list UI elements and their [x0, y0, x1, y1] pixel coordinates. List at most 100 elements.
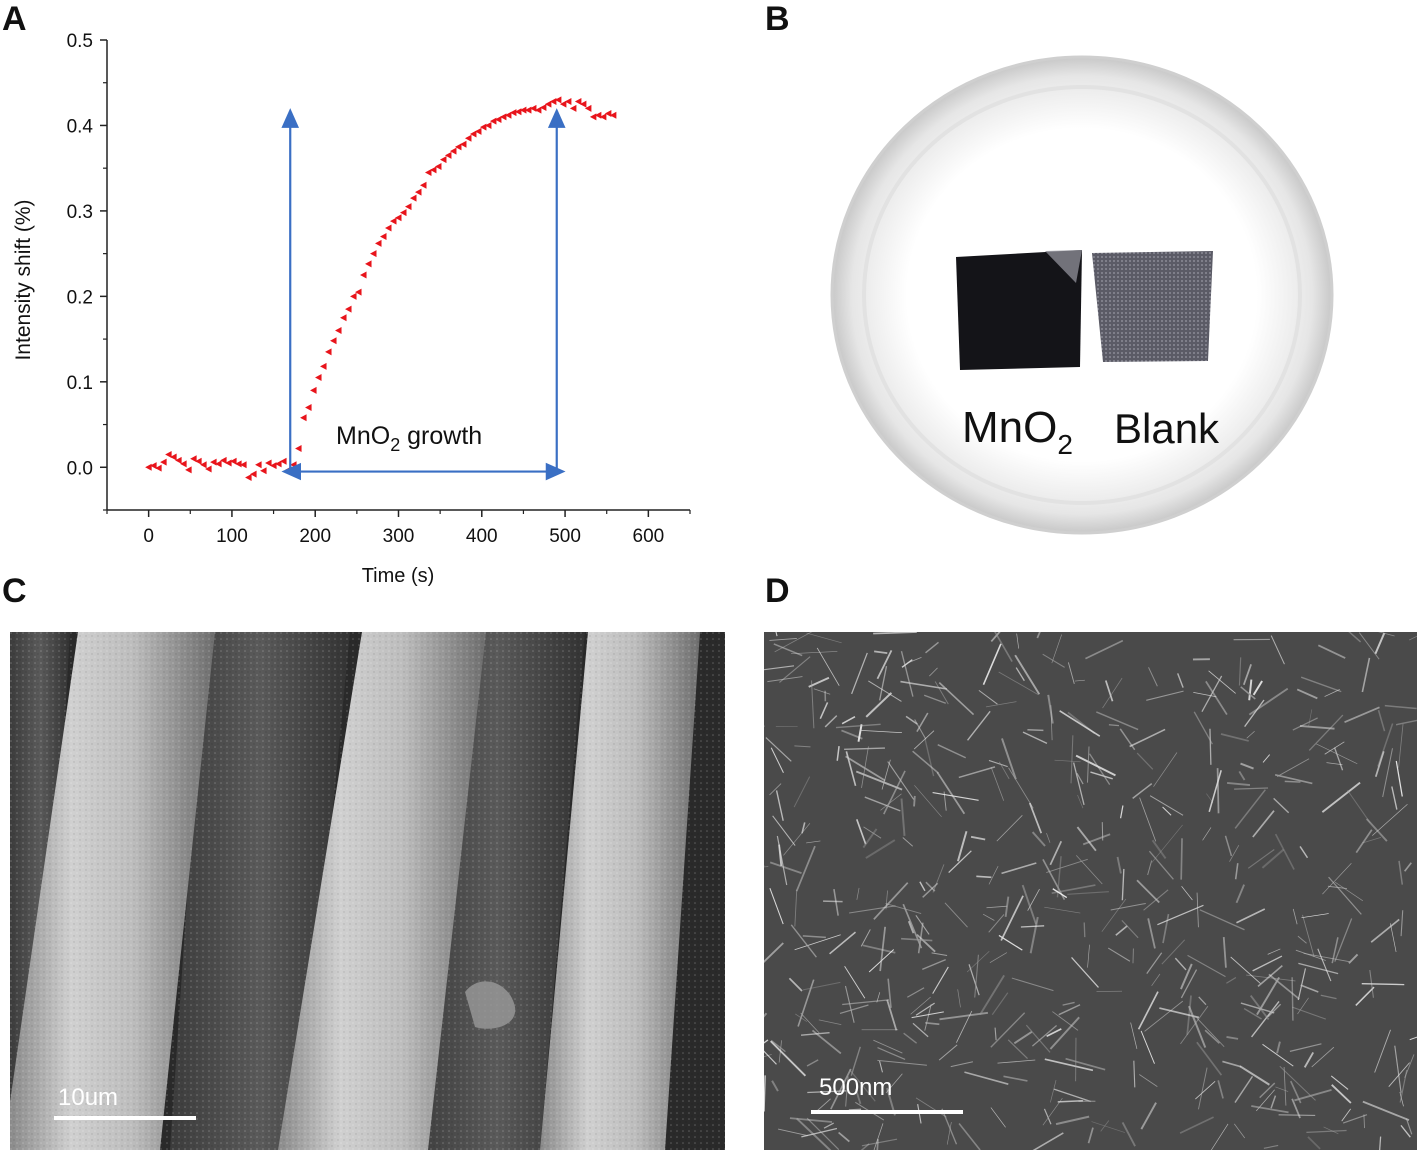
nanosheet-flake [1025, 1024, 1051, 1053]
nanosheet-flake [1027, 888, 1040, 911]
data-point [310, 386, 317, 394]
nanosheet-flake [773, 643, 803, 657]
nanosheet-flake [1399, 1069, 1408, 1103]
nanosheet-flake [1263, 1144, 1279, 1149]
blank-label: Blank [1114, 405, 1220, 452]
nanosheet-flake [1321, 781, 1361, 813]
nanosheet-flake [1297, 997, 1309, 1015]
nanosheet-flake [802, 981, 841, 991]
nanosheet-flake [816, 647, 840, 686]
nanosheet-flake [1147, 860, 1153, 876]
nanosheet-flake [988, 866, 999, 885]
nanosheet-flake [765, 737, 792, 762]
nanosheet-flake [1077, 794, 1084, 809]
petri-dish-photo: MnO2 Blank [830, 55, 1334, 535]
scalebar-label-c: 10um [58, 1084, 119, 1111]
nanosheet-flake [1188, 1005, 1207, 1048]
nanosheet-flake [956, 830, 968, 862]
nanosheet-flake [1115, 925, 1128, 936]
data-point [409, 194, 417, 202]
nanosheet-flake [919, 881, 926, 892]
nanosheet-flake [783, 823, 811, 856]
nanosheet-flake [964, 1071, 1009, 1086]
nanosheet-flake [1208, 770, 1222, 812]
nanosheet-flake [1261, 848, 1285, 869]
nanosheet-flake [1246, 730, 1255, 739]
nanosheet-flake [903, 1032, 918, 1044]
data-point [300, 414, 307, 422]
nanosheet-flake [1234, 1123, 1246, 1139]
data-point [250, 470, 257, 478]
nanosheet-flake [1086, 746, 1090, 783]
nanosheet-flake [1147, 918, 1156, 949]
nanosheet-flake [1151, 973, 1161, 987]
scalebar-label-d: 500nm [819, 1074, 893, 1101]
nanosheet-flake [1239, 1065, 1270, 1086]
nanosheet-flake [1031, 1025, 1057, 1047]
nanosheet-flake [856, 887, 860, 900]
nanosheet-flake [900, 680, 948, 690]
nanosheet-flake [1153, 752, 1178, 787]
nanosheet-flake [936, 771, 966, 815]
nanosheet-flake [868, 680, 902, 702]
nanosheet-flake [1326, 762, 1343, 766]
nanosheet-flake [1363, 1114, 1365, 1129]
nanosheet-flake [1177, 673, 1184, 688]
nanosheet-flake [1004, 896, 1010, 918]
x-tick-label: 300 [383, 526, 415, 547]
nanosheet-flake [1247, 848, 1275, 869]
nanosheet-flake [848, 1069, 876, 1102]
nanosheet-flake [844, 965, 866, 999]
nanosheet-flake [1199, 909, 1245, 931]
nanosheet-flake [925, 881, 936, 892]
data-point [474, 127, 482, 135]
nanosheet-flake [806, 840, 821, 844]
nanosheet-flake [885, 890, 888, 910]
nanosheet-flake [1146, 952, 1163, 974]
nanosheet-flake [1050, 1080, 1057, 1103]
nanosheet-flake [1388, 1062, 1410, 1087]
nanosheet-flake [1082, 833, 1111, 846]
nanosheet-flake [1180, 838, 1183, 880]
data-point [170, 453, 177, 461]
nanosheet-flake [1062, 1001, 1075, 1006]
nanosheet-flake [1234, 789, 1266, 829]
nanosheet-flake [879, 926, 886, 972]
nanosheet-flake [1007, 1039, 1028, 1060]
nanosheet-flake [902, 837, 914, 847]
nanosheet-flake [772, 815, 796, 846]
nanosheet-flake [1107, 947, 1131, 962]
nanosheet-flake [1289, 1043, 1322, 1053]
nanosheet-flake [1075, 855, 1103, 885]
sem-image-fibers: 10um [10, 632, 725, 1150]
nanosheet-flake [1291, 1098, 1301, 1119]
nanosheet-flake [1358, 632, 1380, 660]
nanosheet-flake [883, 770, 906, 815]
nanosheet-flake [1270, 1095, 1277, 1109]
nanosheet-flake [1180, 963, 1193, 990]
nanosheet-flake [1087, 944, 1090, 968]
nanosheet-flake [1015, 667, 1025, 682]
nanosheet-flake [797, 979, 815, 1027]
data-point [395, 214, 402, 222]
nanosheet-flake [865, 839, 896, 859]
nanosheet-flake [1083, 922, 1086, 938]
nanosheet-flake [851, 652, 868, 695]
nanosheet-flake [1292, 1006, 1327, 1020]
data-point [589, 113, 597, 121]
data-point [385, 224, 392, 232]
data-point [185, 466, 192, 474]
data-point [519, 106, 527, 114]
nanosheet-flake [1273, 797, 1290, 814]
nanosheet-flake [990, 766, 1005, 801]
nanosheet-flake [1032, 1132, 1064, 1150]
nanosheet-flake [1262, 1043, 1294, 1067]
nanosheet-flake [1327, 885, 1347, 889]
nanosheet-flake [1072, 762, 1085, 806]
nanosheet-flake [1179, 1116, 1214, 1134]
nanosheet-flake [1268, 973, 1300, 1000]
nanosheet-flake [1291, 977, 1294, 1021]
nanosheet-flake [806, 1059, 819, 1067]
nanosheet-flake [778, 844, 783, 867]
nanosheet-flake [770, 747, 784, 773]
